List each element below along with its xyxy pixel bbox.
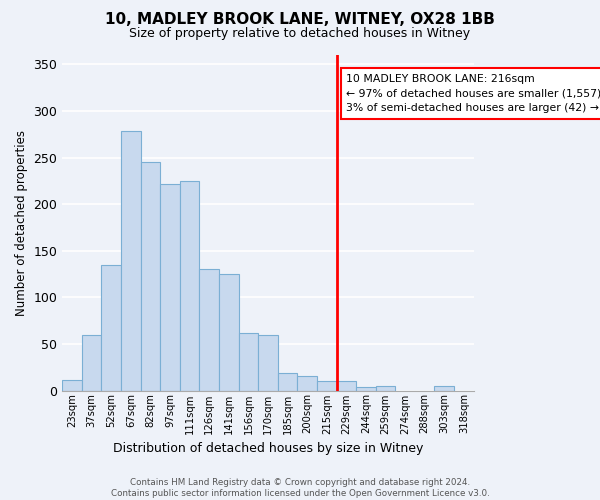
Bar — [298, 376, 317, 390]
X-axis label: Distribution of detached houses by size in Witney: Distribution of detached houses by size … — [113, 442, 423, 455]
Bar — [356, 387, 376, 390]
Bar — [121, 132, 140, 390]
Bar — [62, 380, 82, 390]
Bar — [317, 381, 337, 390]
Bar — [180, 181, 199, 390]
Bar — [82, 334, 101, 390]
Bar — [434, 386, 454, 390]
Bar — [239, 332, 258, 390]
Y-axis label: Number of detached properties: Number of detached properties — [15, 130, 28, 316]
Bar — [101, 264, 121, 390]
Bar — [199, 270, 219, 390]
Text: Contains HM Land Registry data © Crown copyright and database right 2024.
Contai: Contains HM Land Registry data © Crown c… — [110, 478, 490, 498]
Bar — [258, 334, 278, 390]
Bar — [219, 274, 239, 390]
Text: 10 MADLEY BROOK LANE: 216sqm
← 97% of detached houses are smaller (1,557)
3% of : 10 MADLEY BROOK LANE: 216sqm ← 97% of de… — [346, 74, 600, 113]
Text: Size of property relative to detached houses in Witney: Size of property relative to detached ho… — [130, 28, 470, 40]
Bar — [160, 184, 180, 390]
Bar — [278, 373, 298, 390]
Bar — [376, 386, 395, 390]
Bar — [140, 162, 160, 390]
Text: 10, MADLEY BROOK LANE, WITNEY, OX28 1BB: 10, MADLEY BROOK LANE, WITNEY, OX28 1BB — [105, 12, 495, 28]
Bar — [337, 381, 356, 390]
